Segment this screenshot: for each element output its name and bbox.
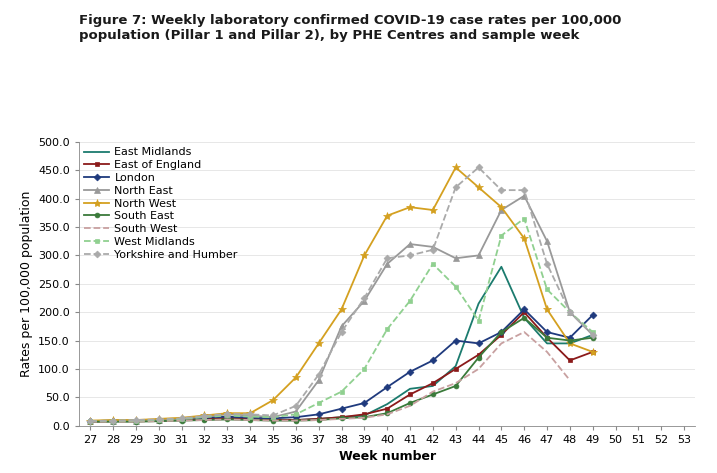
Legend: East Midlands, East of England, London, North East, North West, South East, Sout: East Midlands, East of England, London, … bbox=[85, 148, 238, 260]
Text: Figure 7: Weekly laboratory confirmed COVID-19 case rates per 100,000
population: Figure 7: Weekly laboratory confirmed CO… bbox=[79, 14, 621, 42]
Y-axis label: Rates per 100,000 population: Rates per 100,000 population bbox=[19, 191, 32, 377]
X-axis label: Week number: Week number bbox=[338, 450, 436, 463]
